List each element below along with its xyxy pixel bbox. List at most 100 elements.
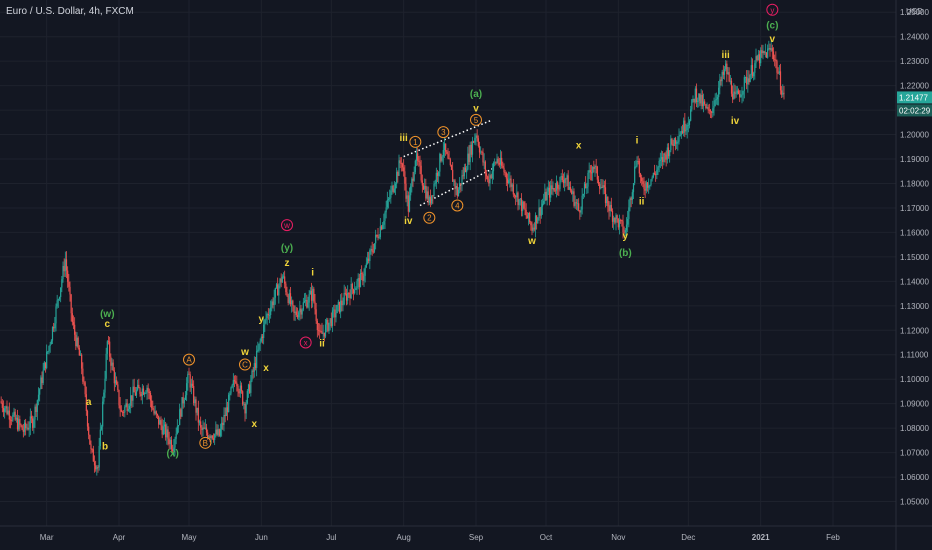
candle-body bbox=[568, 187, 570, 190]
candle bbox=[382, 222, 384, 230]
candle-body bbox=[223, 415, 225, 426]
candle bbox=[455, 182, 457, 196]
candle bbox=[295, 307, 297, 317]
candle-body bbox=[718, 87, 720, 98]
candle bbox=[313, 286, 315, 304]
candle bbox=[443, 137, 446, 158]
candle bbox=[156, 413, 159, 420]
candle-body bbox=[189, 374, 191, 388]
candle bbox=[237, 384, 239, 397]
candle-body bbox=[113, 370, 115, 384]
candle bbox=[704, 99, 706, 106]
candle bbox=[608, 201, 610, 220]
candle-body bbox=[98, 446, 100, 468]
price-axis[interactable]: 1.05000 1.06000 1.07000 1.08000 1.09000 1.100… bbox=[900, 8, 929, 506]
candle-body bbox=[175, 433, 177, 439]
candle bbox=[706, 102, 708, 110]
candle-body bbox=[628, 207, 630, 219]
candle-body bbox=[237, 385, 239, 392]
candle-body bbox=[690, 109, 692, 121]
candle bbox=[764, 43, 766, 58]
wave-label-circled: 4 bbox=[451, 199, 464, 212]
candle-body bbox=[160, 420, 162, 426]
candle bbox=[417, 147, 419, 166]
candle bbox=[57, 298, 59, 308]
candle-body bbox=[462, 175, 464, 177]
candle-body bbox=[746, 77, 748, 85]
candle bbox=[760, 47, 762, 67]
candle bbox=[254, 356, 257, 371]
candle bbox=[453, 179, 455, 187]
candle bbox=[405, 177, 407, 203]
candle-body bbox=[499, 157, 502, 165]
candle bbox=[716, 94, 719, 106]
time-tick-label: Mar bbox=[40, 533, 54, 542]
candle bbox=[301, 308, 303, 319]
candle bbox=[495, 161, 497, 166]
candle bbox=[139, 387, 141, 397]
candle bbox=[257, 341, 259, 353]
candle bbox=[623, 226, 625, 235]
candle bbox=[544, 183, 546, 205]
candle bbox=[617, 218, 619, 230]
candle bbox=[396, 167, 398, 189]
candle-body bbox=[610, 204, 612, 212]
candle-body bbox=[260, 336, 262, 342]
candle bbox=[173, 439, 175, 457]
wave-label: 3 bbox=[441, 128, 446, 137]
candle bbox=[525, 203, 527, 220]
candle-body bbox=[214, 434, 216, 440]
candle bbox=[293, 305, 295, 321]
candle bbox=[247, 383, 250, 398]
candle bbox=[725, 60, 727, 72]
wave-label: 4 bbox=[455, 202, 460, 211]
candle bbox=[189, 371, 191, 392]
candle-body bbox=[635, 166, 637, 168]
candle bbox=[622, 214, 624, 239]
candle-body bbox=[7, 410, 9, 414]
candle-body bbox=[656, 169, 658, 175]
candle-body bbox=[57, 299, 59, 301]
candle-body bbox=[190, 383, 192, 388]
candle-body bbox=[79, 354, 82, 356]
candle-body bbox=[523, 201, 525, 209]
candle bbox=[118, 389, 120, 409]
candle-body bbox=[127, 409, 129, 412]
candle-body bbox=[564, 178, 566, 183]
candle-body bbox=[652, 173, 654, 178]
candle-body bbox=[550, 185, 552, 198]
candle bbox=[275, 282, 278, 290]
candle bbox=[730, 77, 733, 97]
candle bbox=[194, 396, 196, 407]
candle-body bbox=[467, 153, 469, 170]
candle bbox=[32, 415, 34, 431]
candle bbox=[155, 410, 157, 418]
candle-body bbox=[624, 230, 626, 233]
candle bbox=[568, 181, 570, 191]
candle-body bbox=[169, 439, 171, 445]
candle bbox=[67, 266, 69, 288]
candle-body bbox=[578, 203, 580, 211]
candle bbox=[193, 380, 195, 406]
wave-label: A bbox=[186, 356, 192, 365]
candle-body bbox=[81, 354, 83, 369]
time-axis[interactable]: Mar Apr May Jun Jul Aug Sep Oct Nov Dec 2021 Feb bbox=[40, 533, 841, 542]
candle-body bbox=[515, 195, 517, 198]
candle bbox=[628, 199, 630, 228]
candle-body bbox=[338, 301, 341, 313]
candle-body bbox=[182, 397, 184, 404]
candle bbox=[328, 322, 330, 334]
candle-body bbox=[49, 344, 51, 347]
candle bbox=[473, 140, 475, 144]
candle-body bbox=[168, 438, 170, 445]
candle-body bbox=[393, 188, 395, 193]
candle bbox=[385, 200, 387, 219]
candle bbox=[214, 433, 216, 446]
candle bbox=[330, 312, 332, 328]
candle-body bbox=[497, 158, 499, 163]
candle-body bbox=[228, 394, 230, 413]
candle bbox=[37, 387, 40, 406]
candle-body bbox=[212, 438, 215, 440]
candle bbox=[498, 158, 500, 168]
